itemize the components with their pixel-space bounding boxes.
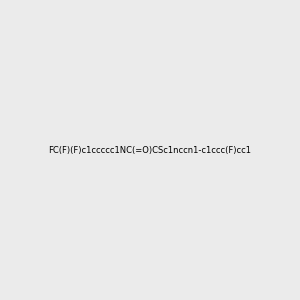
Text: FC(F)(F)c1ccccc1NC(=O)CSc1nccn1-c1ccc(F)cc1: FC(F)(F)c1ccccc1NC(=O)CSc1nccn1-c1ccc(F)… [49, 146, 251, 154]
